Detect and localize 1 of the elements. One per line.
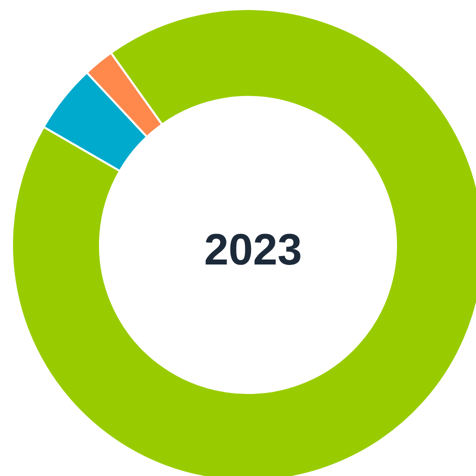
text: 2023 xyxy=(204,226,302,274)
